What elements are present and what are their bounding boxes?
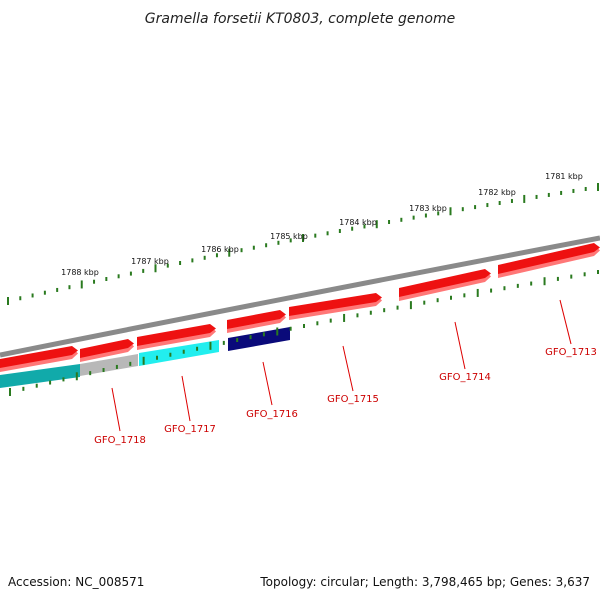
gene-leader-line — [559, 299, 572, 345]
genome-backbone — [0, 235, 600, 358]
gene-leader-line — [181, 375, 191, 422]
genome-title: Gramella forsetii KT0803, complete genom… — [145, 11, 455, 27]
gene-arrow-forward[interactable] — [227, 310, 286, 329]
gene-label[interactable]: GFO_1718 — [94, 435, 146, 446]
inner-tick-track — [9, 270, 599, 396]
kbp-label: 1787 kbp — [131, 257, 169, 266]
gene-block[interactable] — [80, 354, 138, 376]
genome-summary-text: Topology: circular; Length: 3,798,465 bp… — [259, 575, 590, 589]
gene-block[interactable] — [228, 327, 290, 351]
reverse-strand-genes — [0, 327, 290, 388]
gene-leader-line — [342, 345, 354, 392]
gene-block[interactable] — [0, 364, 80, 388]
gene-label[interactable]: GFO_1715 — [327, 394, 379, 405]
kbp-label: 1786 kbp — [201, 245, 239, 254]
gene-label[interactable]: GFO_1713 — [545, 347, 597, 358]
gene-arrow-forward[interactable] — [399, 269, 491, 297]
gene-leader-line — [454, 321, 466, 370]
gene-arrow-forward[interactable] — [80, 339, 134, 358]
gene-label-group: GFO_1713 GFO_1714 GFO_1715 GFO_1716 GFO_1717… — [94, 299, 597, 446]
gene-arrow-forward[interactable] — [289, 293, 382, 316]
gene-arrow-forward[interactable] — [137, 324, 216, 346]
kbp-label: 1785 kbp — [270, 232, 308, 241]
gene-block[interactable] — [139, 340, 219, 366]
kbp-label: 1784 kbp — [339, 218, 377, 227]
gene-leader-line — [262, 361, 273, 406]
gene-arrow-forward[interactable] — [498, 243, 600, 274]
kbp-label: 1781 kbp — [545, 172, 583, 181]
kbp-label-group: 1781 kbp 1782 kbp 1783 kbp 1784 kbp 1785 kbp… — [61, 172, 583, 277]
forward-strand-genes — [0, 243, 600, 372]
accession-text: Accession: NC_008571 — [8, 575, 144, 589]
kbp-label: 1782 kbp — [478, 188, 516, 197]
gene-label[interactable]: GFO_1717 — [164, 424, 216, 435]
kbp-label: 1783 kbp — [409, 204, 447, 213]
outer-tick-track — [7, 183, 599, 305]
gene-leader-line — [111, 387, 121, 432]
gene-arrow-forward[interactable] — [0, 346, 78, 368]
gene-label[interactable]: GFO_1716 — [246, 409, 298, 420]
kbp-label: 1788 kbp — [61, 268, 99, 277]
gene-label[interactable]: GFO_1714 — [439, 372, 491, 383]
